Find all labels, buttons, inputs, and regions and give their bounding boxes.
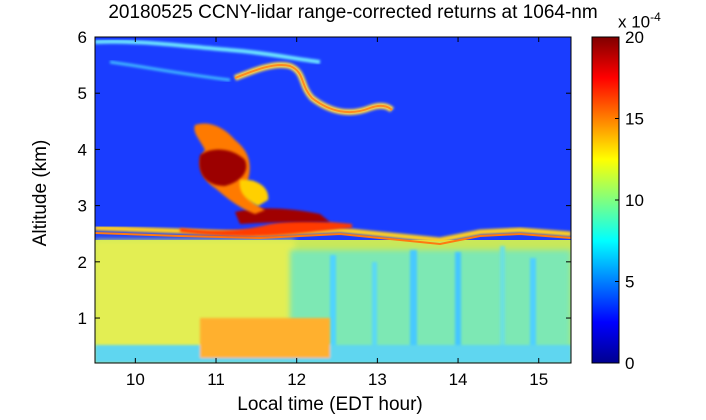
x-axis-label: Local time (EDT hour) (237, 394, 423, 415)
boundary-layer-right (290, 250, 571, 363)
colorbar-tick-label: 5 (625, 273, 634, 292)
x-ticks: 10 11 12 13 14 15 (126, 37, 548, 389)
x-tick-label: 13 (368, 370, 387, 389)
y-tick-label: 6 (78, 28, 87, 47)
x-tick-label: 11 (207, 370, 225, 389)
colorbar-tick-label: 0 (625, 354, 634, 373)
y-tick-label: 1 (78, 309, 87, 328)
plot-frame (94, 36, 572, 364)
y-tick-label: 5 (78, 84, 87, 103)
colorbar-exponent-label: x 10-4 (618, 10, 661, 32)
y-tick-label: 3 (78, 197, 87, 216)
elevated-aerosol-layer (180, 123, 352, 236)
y-tick-label: 2 (78, 253, 87, 272)
x-tick-label: 15 (529, 370, 548, 389)
y-ticks: 1 2 3 4 5 6 (78, 28, 571, 328)
x-tick-label: 12 (287, 370, 306, 389)
colorbar-tick-label: 10 (625, 191, 644, 210)
plot-area (95, 37, 571, 363)
colorbar-tick-label: 15 (625, 110, 644, 129)
x-tick-label: 10 (126, 370, 145, 389)
colorbar-tick-label: 20 (625, 28, 644, 47)
colorbar (591, 36, 620, 364)
chart-title: 20180525 CCNY-lidar range-corrected retu… (108, 2, 598, 23)
thin-upper-layer (95, 39, 321, 64)
convective-plumes (330, 246, 536, 360)
near-surface-layer (95, 318, 571, 363)
x-tick-label: 14 (449, 370, 468, 389)
colorbar-ticks: 0 5 10 15 20 (615, 28, 644, 373)
y-tick-label: 4 (78, 140, 87, 159)
